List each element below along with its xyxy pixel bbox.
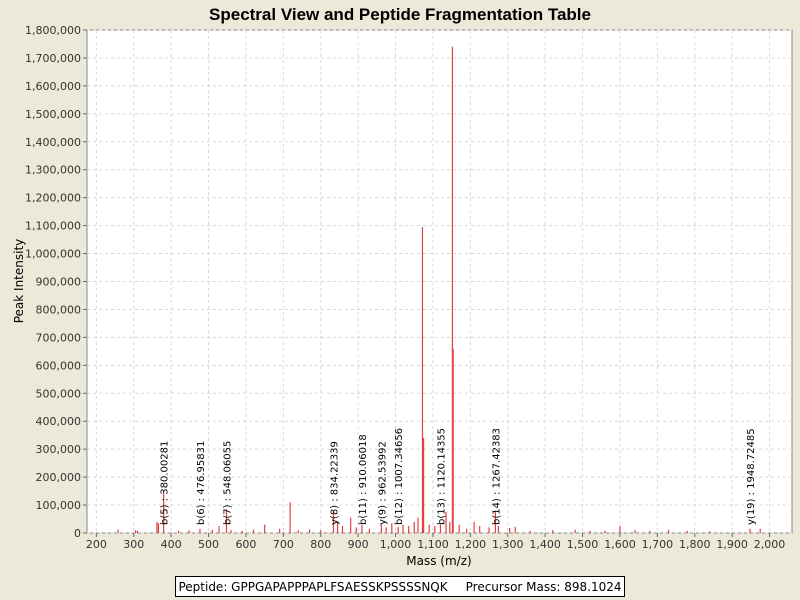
x-tick-label: 200 — [86, 538, 107, 551]
x-tick-label: 300 — [123, 538, 144, 551]
x-tick-label: 1,200 — [455, 538, 487, 551]
y-tick-label: 0 — [74, 527, 81, 540]
y-tick-label: 1,300,000 — [25, 164, 81, 177]
x-axis-label: Mass (m/z) — [406, 554, 471, 568]
x-tick-label: 800 — [310, 538, 331, 551]
fragment-label: b(11) : 910.06018 — [358, 434, 369, 525]
y-tick-label: 1,100,000 — [25, 220, 81, 233]
y-tick-label: 1,800,000 — [25, 24, 81, 37]
x-tick-label: 500 — [198, 538, 219, 551]
y-tick-label: 800,000 — [36, 303, 82, 316]
x-axis: 200 300 400 500 600 700 800 900 1,000 1,100 1,200 1… — [86, 533, 785, 551]
chart-title: Spectral View and Peptide Fragmentation … — [209, 5, 591, 24]
y-axis: 0 100,000 200,000 300,000 400,000 500,000 600,… — [25, 24, 87, 540]
y-tick-label: 900,000 — [36, 276, 82, 289]
x-tick-label: 1,700 — [642, 538, 674, 551]
y-tick-label: 1,500,000 — [25, 108, 81, 121]
y-tick-label: 700,000 — [36, 331, 82, 344]
x-tick-label: 600 — [235, 538, 256, 551]
x-tick-label: 400 — [161, 538, 182, 551]
peptide-info-box: Peptide: GPPGAPAPPPAPLFSAESSKPSSSSNQK Pr… — [175, 576, 625, 597]
y-tick-label: 1,700,000 — [25, 52, 81, 65]
x-tick-label: 1,500 — [567, 538, 599, 551]
y-tick-label: 500,000 — [36, 387, 82, 400]
x-tick-label: 2,000 — [754, 538, 786, 551]
y-tick-label: 100,000 — [36, 499, 82, 512]
y-tick-label: 400,000 — [36, 415, 82, 428]
fragment-label: b(7) : 548.06055 — [223, 441, 234, 525]
fragment-label: b(14) : 1267.42383 — [491, 428, 502, 525]
fragment-annotations: b(5) : 380.00281 b(6) : 476.95831 b(7) : 5… — [160, 428, 757, 525]
x-tick-label: 1,400 — [529, 538, 561, 551]
x-tick-label: 1,600 — [604, 538, 636, 551]
y-axis-label: Peak Intensity — [12, 239, 26, 324]
fragment-label: y(8) : 834.22339 — [329, 441, 340, 525]
x-tick-label: 1,100 — [417, 538, 449, 551]
plot-area — [86, 29, 793, 534]
fragment-label: b(12) : 1007.34656 — [394, 428, 405, 525]
y-tick-label: 1,400,000 — [25, 136, 81, 149]
y-tick-label: 600,000 — [36, 359, 82, 372]
spectrum-chart: Spectral View and Peptide Fragmentation … — [12, 5, 793, 568]
x-tick-label: 700 — [273, 538, 294, 551]
fragment-label: y(9) : 962.53992 — [377, 441, 388, 525]
fragment-label: b(5) : 380.00281 — [160, 441, 171, 525]
precursor-mass-label: Precursor Mass: 898.1024 — [465, 579, 622, 594]
fragment-label: b(6) : 476.95831 — [196, 441, 207, 525]
x-tick-label: 1,900 — [716, 538, 748, 551]
fragment-label: b(13) : 1120.14355 — [436, 428, 447, 525]
peak-series — [117, 46, 761, 533]
y-tick-label: 1,600,000 — [25, 80, 81, 93]
y-tick-label: 300,000 — [36, 443, 82, 456]
y-tick-label: 200,000 — [36, 471, 82, 484]
x-tick-label: 1,000 — [380, 538, 412, 551]
x-tick-label: 1,300 — [492, 538, 524, 551]
x-tick-label: 900 — [348, 538, 369, 551]
x-tick-label: 1,800 — [679, 538, 711, 551]
fragment-label: y(19) : 1948.72485 — [746, 428, 757, 525]
y-tick-label: 1,000,000 — [25, 248, 81, 261]
peptide-label: Peptide: GPPGAPAPPPAPLFSAESSKPSSSSNQK — [178, 579, 448, 594]
y-tick-label: 1,200,000 — [25, 192, 81, 205]
